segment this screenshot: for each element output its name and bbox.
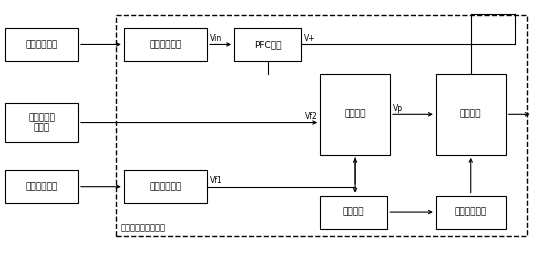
Bar (234, 28, 301, 61)
Text: Vf2: Vf2 (305, 112, 317, 121)
Text: 功能切换电路: 功能切换电路 (455, 208, 487, 217)
Text: 按键型调光器: 按键型调光器 (26, 182, 58, 191)
Bar (436, 196, 506, 229)
Text: PFC电路: PFC电路 (254, 40, 281, 49)
Bar (124, 28, 207, 61)
Text: 联机接口: 联机接口 (343, 208, 364, 217)
Text: Vf1: Vf1 (210, 177, 223, 185)
Bar (116, 15, 527, 236)
Text: 转换电路: 转换电路 (460, 110, 482, 119)
Text: 电压输入型
调光器: 电压输入型 调光器 (29, 113, 55, 132)
Bar (5, 28, 78, 61)
Text: 信号采集电路: 信号采集电路 (150, 182, 181, 191)
Text: 半导体照明驱动电路: 半导体照明驱动电路 (121, 224, 166, 232)
Bar (436, 74, 506, 155)
Bar (5, 170, 78, 203)
Text: 可控硅调光器: 可控硅调光器 (26, 40, 58, 49)
Text: V+: V+ (304, 34, 316, 43)
Text: Vin: Vin (210, 34, 222, 43)
Bar (5, 103, 78, 142)
Bar (320, 196, 387, 229)
Text: 整流滤波电路: 整流滤波电路 (150, 40, 181, 49)
Bar (320, 74, 390, 155)
Text: 控制电路: 控制电路 (344, 110, 366, 119)
Bar (124, 170, 207, 203)
Text: Vp: Vp (393, 104, 403, 113)
